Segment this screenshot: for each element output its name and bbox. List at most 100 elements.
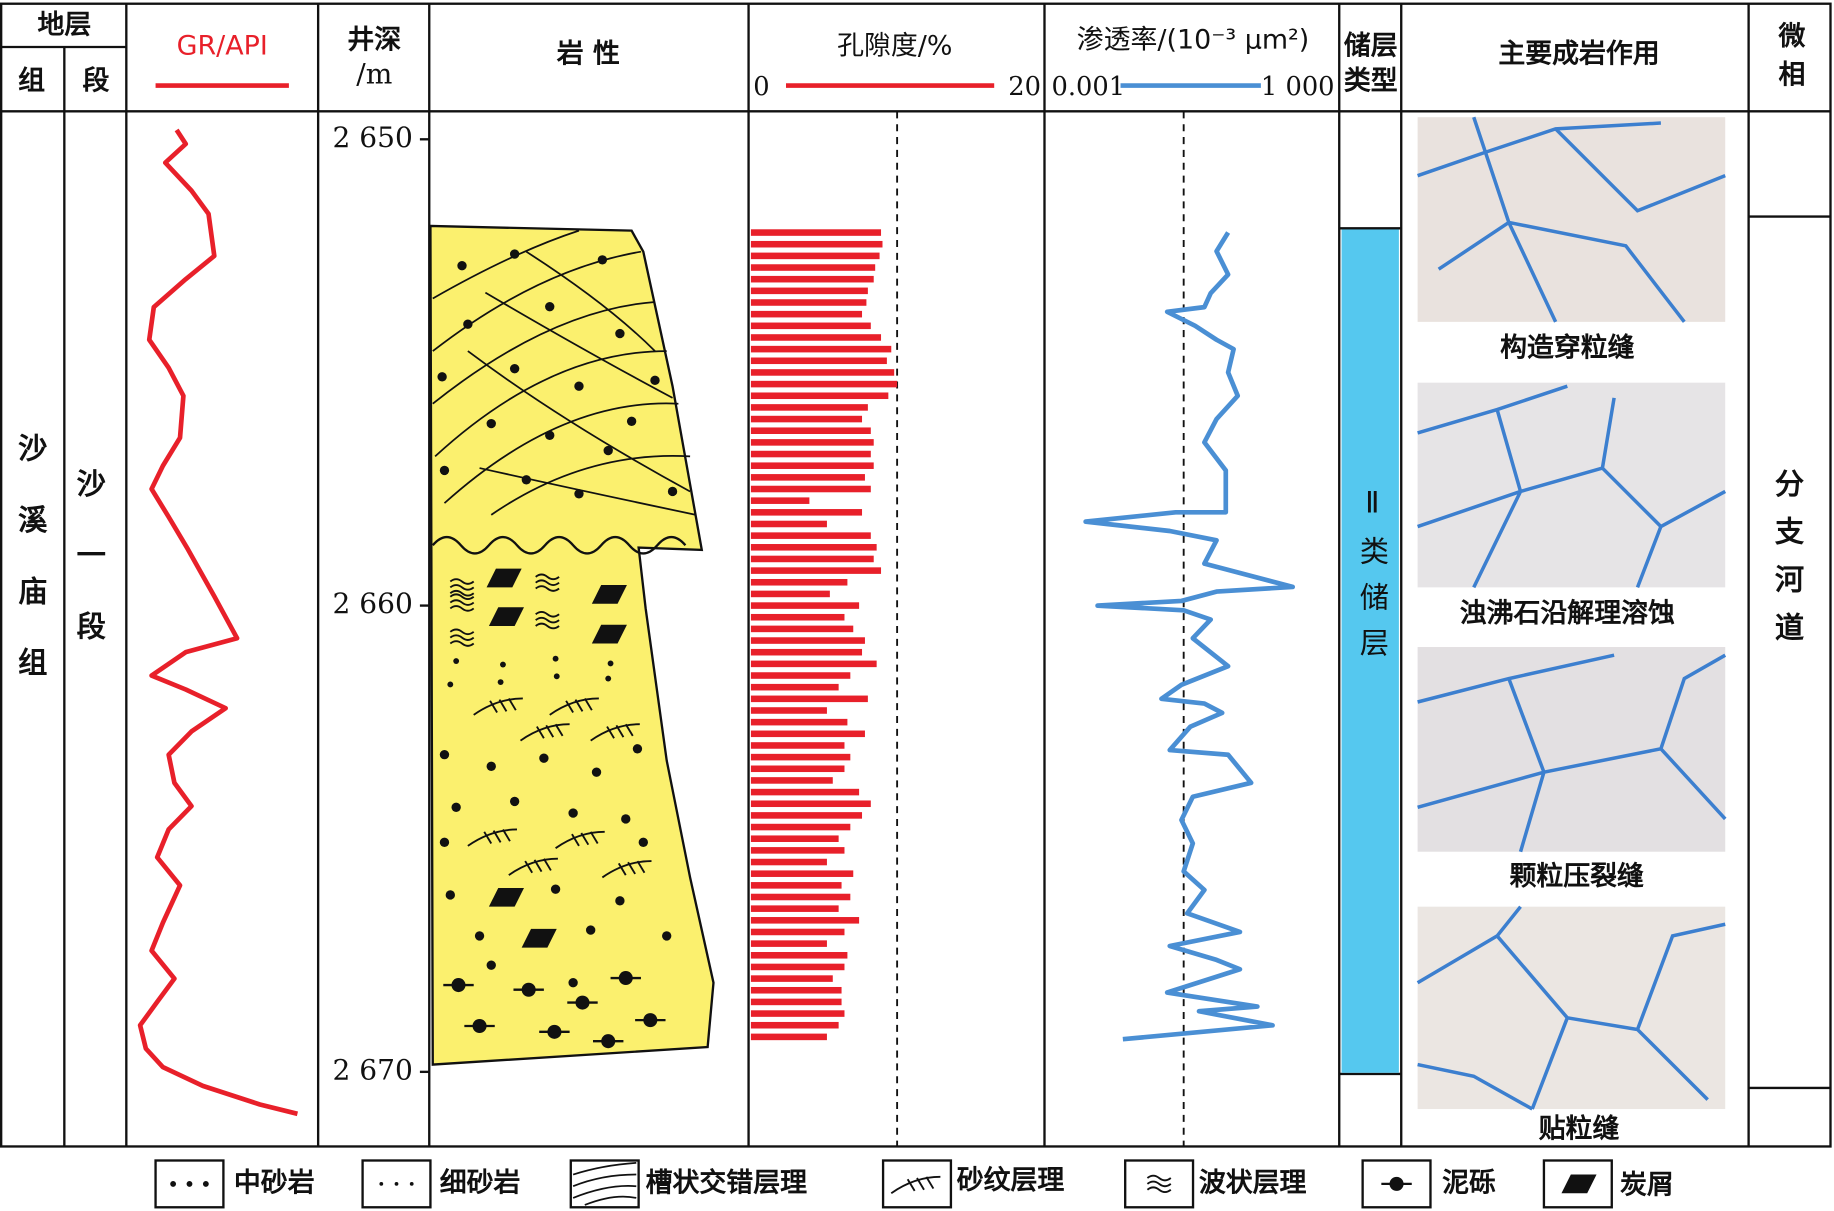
legend-part-part [584, 1195, 637, 1206]
lithology-column-part-part [439, 749, 450, 760]
lithology-column-part-part [597, 255, 608, 265]
x-tick-label: 1 000 [1261, 72, 1335, 102]
lithology-column-part-part [605, 675, 612, 682]
lithology-column-part-part [500, 661, 506, 668]
porosity-bar [750, 369, 895, 376]
lithology-column-part-part [545, 430, 555, 440]
lithology-column-part-part [443, 402, 679, 504]
thin-section-photos-part [1417, 382, 1726, 588]
porosity-bar [750, 555, 874, 563]
porosity-bar [750, 427, 871, 435]
thin-section-photos: 构造穿粒缝 浊沸石沿解理溶蚀 颗粒压裂缝 贴粒缝 [1416, 116, 1727, 1145]
porosity-bar [750, 578, 848, 586]
porosity-bar [750, 275, 874, 283]
lithology-column-part-part [585, 925, 596, 935]
thin-section-photos-part [1417, 384, 1727, 589]
track-title: 孔隙度/% [837, 30, 952, 61]
legend-part [361, 1159, 432, 1209]
legend-part [1542, 1159, 1613, 1209]
porosity-bar [750, 322, 871, 330]
porosity-bar [750, 240, 883, 248]
lithology-column-part [437, 249, 678, 988]
header-part: 相 [1778, 60, 1805, 91]
porosity-bar [750, 602, 860, 609]
lithology-column-part-part [445, 890, 455, 900]
lithology-column-part-part [615, 896, 625, 906]
porosity-bar [750, 590, 830, 598]
legend-part [569, 1159, 640, 1209]
header-part: 段 [82, 66, 109, 97]
thin-section-photos-part [1416, 905, 1726, 1111]
porosity-bar [750, 707, 827, 714]
lithology-column-part-part [574, 381, 584, 391]
lithology-column-part-part [607, 660, 614, 667]
porosity-bar [750, 765, 845, 773]
thin-section-photos-part: 浊沸石沿解理溶蚀 [1460, 597, 1675, 629]
legend-part-part [394, 1182, 399, 1186]
lithology-column-part-part [545, 301, 555, 312]
legend-part [1146, 1174, 1172, 1194]
porosity-bar [750, 928, 845, 936]
lithology-column-part-part [509, 249, 520, 259]
legend-part-part [572, 1185, 637, 1199]
legend-part-part [379, 1182, 384, 1186]
lithology-column-part-part [521, 475, 532, 485]
legend-part [1361, 1159, 1432, 1209]
porosity-bar [750, 625, 854, 633]
porosity-bar [750, 672, 851, 679]
thin-section-photos-part [1417, 906, 1726, 1110]
legend-part [154, 1159, 225, 1209]
porosity-bar [750, 357, 887, 365]
header-part: 类型 [1344, 66, 1398, 97]
log-tracks: 2 650 2 660 2 670 GR/API 孔隙度/% 0 20 渗透率/(10⁻³ μ… [137, 25, 1335, 1147]
porosity-bar [750, 870, 854, 877]
porosity-bar [750, 1010, 845, 1017]
porosity-bar [750, 847, 845, 854]
porosity-bar [750, 917, 860, 924]
lithology-column-part [429, 224, 715, 1066]
formation-name: 沙溪庙组 [14, 433, 48, 718]
porosity-bar [750, 742, 845, 749]
porosity-bar [750, 882, 842, 889]
x-tick-label: 20 [1008, 72, 1041, 102]
porosity-bar [750, 567, 882, 574]
header: 地层 组 段 井深 /m 岩 性 储层 类型 主要成岩作用 微 相 [18, 9, 1805, 96]
legend-part [379, 1182, 414, 1186]
porosity-bar [750, 660, 877, 668]
lithology-column-part-part [451, 802, 461, 812]
lithology-column-part-part [539, 753, 549, 763]
lithology-column-part-part [525, 250, 656, 352]
porosity-bar [750, 450, 871, 458]
legend-part-part [572, 1173, 637, 1188]
porosity-bar [750, 1033, 827, 1041]
porosity-bar [750, 287, 868, 295]
porosity-bar [750, 392, 889, 400]
porosity-bar [750, 952, 848, 959]
thin-section-photos-part: 贴粒缝 [1539, 1113, 1620, 1145]
legend-part [881, 1159, 953, 1209]
porosity-bar [750, 462, 874, 469]
legend-part: 波状层理 [1199, 1167, 1307, 1198]
porosity-bar [750, 800, 871, 808]
legend-part-part [202, 1180, 209, 1187]
thin-section-photos-part [1417, 653, 1727, 853]
lithology-column-part-part [490, 455, 691, 516]
lithology-column-part-part [484, 291, 673, 399]
porosity-bar [750, 777, 833, 784]
legend: 中砂岩 细砂岩 槽状交错层理 砂纹层理 波状层理 泥砾 炭屑 [154, 1159, 1674, 1209]
lithology-column-part-part [650, 375, 660, 386]
porosity-bar [750, 380, 898, 388]
depth-tick-label: 2 660 [333, 587, 413, 620]
lithology-column-part-part [432, 229, 580, 300]
porosity-bar [750, 532, 871, 539]
porosity-bar [750, 229, 882, 236]
header-part: 组 [18, 65, 45, 97]
porosity-bar [750, 1021, 839, 1029]
porosity-bar [750, 637, 865, 644]
reservoir-label: Ⅱ类储层 [1355, 486, 1389, 673]
lithology-column-part-part [603, 445, 613, 456]
porosity-bar [750, 963, 845, 971]
porosity-bar [750, 485, 871, 493]
